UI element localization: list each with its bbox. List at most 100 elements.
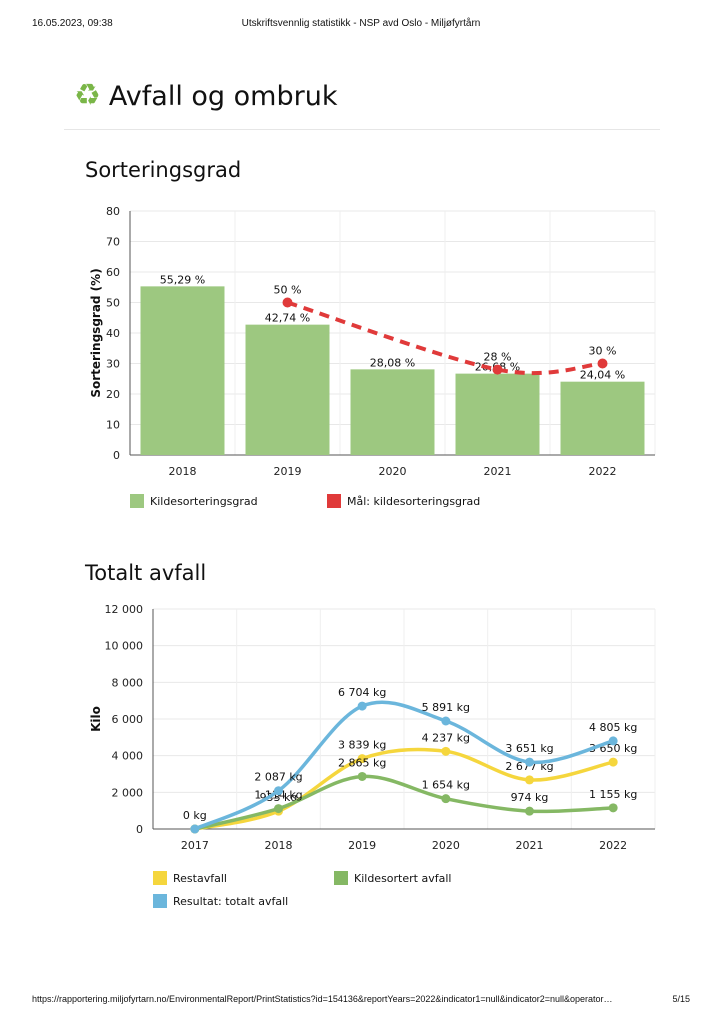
y-tick-label: 4 000	[112, 750, 144, 763]
legend-label: Kildesorteringsgrad	[150, 495, 258, 508]
page-number: 5/15	[672, 994, 690, 1004]
legend-label: Kildesortert avfall	[354, 872, 451, 885]
series-line	[194, 747, 614, 831]
y-tick-label: 10 000	[105, 640, 144, 653]
print-document-title: Utskriftsvennlig statistikk - NSP avd Os…	[241, 18, 481, 29]
x-tick-label: 2018	[169, 465, 197, 478]
series-data-label: 974 kg	[511, 791, 549, 804]
recycle-icon: ♻	[74, 79, 101, 112]
series-data-label: 5 891 kg	[422, 701, 470, 714]
goal-line	[286, 300, 603, 376]
series-point	[274, 786, 283, 796]
y-tick-label: 30	[106, 358, 120, 371]
series-data-label: 1 155 kg	[589, 788, 637, 801]
series-data-label: 933 kg	[260, 791, 298, 804]
x-tick-label: 2019	[348, 839, 376, 852]
y-tick-label: 6 000	[112, 713, 144, 726]
page-title: Avfall og ombruk	[108, 80, 338, 112]
series-point	[357, 754, 367, 764]
bar-data-label: 28,08 %	[370, 356, 415, 369]
series-point	[357, 771, 367, 781]
divider	[64, 129, 660, 130]
series-point	[441, 746, 451, 756]
bar	[560, 381, 645, 455]
y-tick-label: 8 000	[112, 676, 144, 689]
y-tick-label: 40	[106, 327, 120, 340]
y-tick-label: 60	[106, 266, 120, 279]
total-section-title: Totalt avfall	[85, 561, 207, 585]
legend-label: Restavfall	[173, 872, 227, 885]
bar-data-label: 55,29 %	[160, 273, 205, 286]
series-data-label: 3 651 kg	[505, 742, 553, 755]
x-tick-label: 2022	[589, 465, 617, 478]
y-tick-label: 0	[136, 823, 143, 836]
series-point	[441, 794, 451, 804]
series-data-label: 1 654 kg	[422, 779, 470, 792]
bar	[350, 369, 435, 455]
goal-point	[597, 358, 608, 369]
series-point	[525, 757, 534, 767]
print-header: 16.05.2023, 09:38 Utskriftsvennlig stati…	[32, 18, 690, 32]
x-tick-label: 2020	[379, 465, 407, 478]
x-tick-label: 2020	[432, 839, 460, 852]
legend-label: Mål: kildesorteringsgrad	[347, 495, 480, 508]
bar	[245, 324, 330, 455]
x-tick-label: 2021	[516, 839, 544, 852]
series-data-label: 4 805 kg	[589, 721, 637, 734]
series-data-label: 2 865 kg	[338, 756, 386, 769]
y-tick-label: 80	[106, 205, 120, 218]
goal-data-label: 30 %	[589, 345, 617, 358]
bar	[455, 373, 540, 455]
x-tick-label: 2021	[484, 465, 512, 478]
y-tick-label: 20	[106, 388, 120, 401]
legend-swatch	[130, 494, 144, 508]
legend-label: Resultat: totalt avfall	[173, 895, 288, 908]
series-point	[608, 803, 618, 813]
series-point	[274, 804, 283, 814]
page-heading: ♻ Avfall og ombruk	[74, 78, 337, 114]
sorting-section-title: Sorteringsgrad	[85, 158, 242, 182]
series-point	[525, 775, 534, 785]
x-tick-label: 2018	[265, 839, 293, 852]
x-tick-label: 2017	[181, 839, 209, 852]
series-data-label: 6 704 kg	[338, 686, 386, 699]
x-tick-label: 2022	[599, 839, 627, 852]
goal-point	[282, 297, 293, 308]
legend-swatch	[327, 494, 341, 508]
y-tick-label: 50	[106, 297, 120, 310]
series-point	[525, 806, 534, 816]
series-point	[608, 736, 618, 746]
y-axis-title: Sorteringsgrad (%)	[89, 268, 103, 397]
x-tick-label: 2019	[274, 465, 302, 478]
total-waste-chart: 0 2 000 4 000 6 000 8 000 10 000 12 000 2017 201…	[89, 603, 656, 908]
goal-data-label: 50 %	[274, 284, 302, 297]
series-data-label: 3 839 kg	[338, 739, 386, 752]
series-data-label: 2 087 kg	[254, 771, 302, 784]
print-footer: https://rapportering.miljofyrtarn.no/Env…	[32, 994, 690, 1008]
print-datetime: 16.05.2023, 09:38	[32, 18, 113, 29]
series-point	[608, 757, 618, 767]
legend-swatch	[153, 894, 167, 908]
series-line	[194, 700, 614, 831]
goal-point	[492, 364, 503, 375]
y-tick-label: 12 000	[105, 603, 144, 616]
series-point	[190, 824, 200, 834]
bar-data-label: 42,74 %	[265, 312, 310, 325]
y-tick-label: 2 000	[112, 786, 144, 799]
legend-swatch	[334, 871, 348, 885]
y-tick-label: 10	[106, 419, 120, 432]
y-axis-title: Kilo	[89, 706, 103, 732]
print-url: https://rapportering.miljofyrtarn.no/Env…	[32, 994, 613, 1004]
bar-data-label: 24,04 %	[580, 369, 625, 382]
series-line	[194, 774, 614, 831]
y-tick-label: 0	[113, 449, 120, 462]
series-data-label: 0 kg	[183, 809, 207, 822]
series-point	[441, 716, 451, 726]
y-tick-label: 70	[106, 236, 120, 249]
bar	[140, 286, 225, 455]
legend-swatch	[153, 871, 167, 885]
series-point	[357, 701, 367, 711]
series-data-label: 4 237 kg	[422, 731, 470, 744]
goal-data-label: 28 %	[484, 351, 512, 364]
